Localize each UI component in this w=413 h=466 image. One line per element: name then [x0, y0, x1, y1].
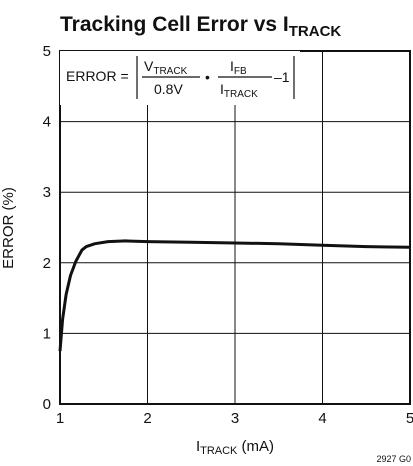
- x-tick-label: 1: [56, 410, 64, 427]
- x-tick-labels: 1 2 3 4 5: [56, 410, 413, 427]
- y-tick-label: 5: [43, 43, 51, 60]
- series-line: [58, 239, 411, 352]
- x-tick-label: 4: [318, 410, 326, 427]
- y-axis-label: ERROR (%): [0, 187, 17, 269]
- error-formula: ERROR = VTRACK 0.8V • IFB ITRACK –1: [66, 56, 295, 100]
- x-tick-label: 2: [143, 410, 151, 427]
- y-tick-label: 1: [43, 325, 51, 342]
- formula-num2: IFB: [230, 58, 247, 77]
- grid: [60, 51, 410, 404]
- y-tick-label: 3: [43, 184, 51, 201]
- formula-dot: •: [205, 69, 210, 85]
- y-tick-label: 4: [43, 114, 51, 131]
- formula-num1: VTRACK: [144, 58, 188, 77]
- y-tick-label: 2: [43, 255, 51, 272]
- formula-den1: 0.8V: [154, 81, 183, 97]
- formula-lhs: ERROR =: [66, 68, 129, 84]
- x-tick-label: 5: [406, 410, 413, 427]
- y-tick-label: 0: [43, 396, 51, 413]
- figure-id: 2927 G0: [376, 454, 411, 464]
- chart-title: Tracking Cell Error vs ITRACK: [60, 13, 341, 40]
- x-axis-label: ITRACK (mA): [196, 438, 274, 457]
- formula-box: [60, 51, 300, 105]
- y-tick-labels: 0 1 2 3 4 5: [43, 43, 51, 413]
- formula-tail: –1: [274, 69, 290, 85]
- x-tick-label: 3: [231, 410, 239, 427]
- formula-den2: ITRACK: [220, 81, 258, 100]
